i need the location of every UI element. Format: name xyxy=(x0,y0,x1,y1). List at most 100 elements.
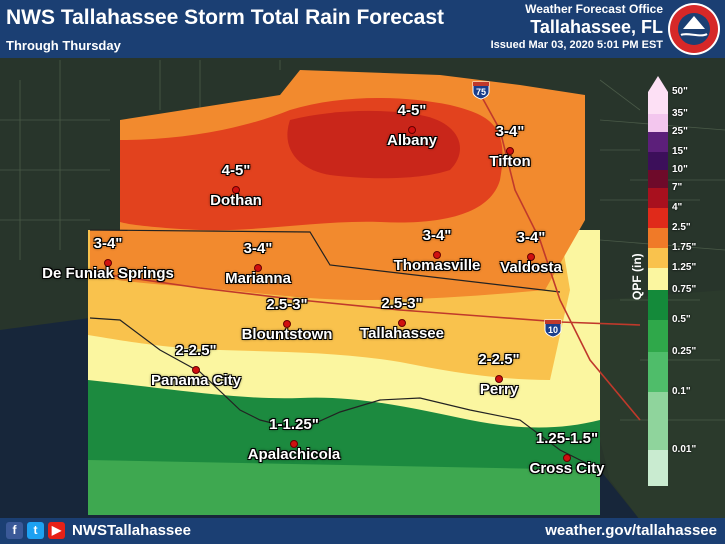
legend-level-label: 7" xyxy=(672,182,683,193)
qpf-bands xyxy=(88,70,600,515)
legend-swatch xyxy=(648,228,668,248)
facebook-icon[interactable]: f xyxy=(6,522,23,539)
band-green-light xyxy=(88,460,600,515)
city-name-label: Thomasville xyxy=(393,257,481,274)
social-handle[interactable]: NWSTallahassee xyxy=(72,522,191,539)
legend-swatch xyxy=(648,290,668,320)
city-marker xyxy=(563,454,571,462)
rainfall-amount-label: 2.5-3" xyxy=(381,295,423,312)
city-name-label: Apalachicola xyxy=(247,446,341,463)
city-name-label: Blountstown xyxy=(241,326,333,343)
legend-swatch xyxy=(648,132,668,152)
legend-level-label: 1.75" xyxy=(672,242,697,253)
page-title: NWS Tallahassee Storm Total Rain Forecas… xyxy=(6,6,445,29)
website-link[interactable]: weather.gov/tallahassee xyxy=(545,522,717,539)
legend-swatch xyxy=(648,188,668,208)
city-name-label: De Funiak Springs xyxy=(42,265,174,282)
rainfall-amount-label: 2-2.5" xyxy=(478,351,520,368)
rainfall-amount-label: 1-1.25" xyxy=(269,416,319,433)
city-marker xyxy=(506,147,514,155)
city-name-label: Panama City xyxy=(150,372,242,389)
state-line xyxy=(89,229,561,293)
city-marker xyxy=(495,375,503,383)
rainfall-amount-label: 3-4" xyxy=(495,123,525,140)
city-name-label: Albany xyxy=(386,132,438,149)
legend-swatch xyxy=(648,320,668,352)
city-name-label: Tifton xyxy=(489,153,531,170)
interstate-75-number: 75 xyxy=(475,87,486,97)
city-marker xyxy=(527,253,535,261)
city-marker xyxy=(408,126,416,134)
youtube-icon[interactable]: ▶ xyxy=(48,522,65,539)
interstate-10-shield: 10 xyxy=(543,318,563,338)
city-marker xyxy=(104,259,112,267)
legend-colorbar xyxy=(648,76,668,510)
legend-swatch xyxy=(648,352,668,392)
rainfall-amount-label: 3-4" xyxy=(93,235,123,252)
city-marker xyxy=(290,440,298,448)
legend-level-label: 35" xyxy=(672,108,688,119)
legend-level-label: 2.5" xyxy=(672,222,691,233)
interstate-75-shield: 75 xyxy=(471,80,491,100)
rainfall-amount-label: 2.5-3" xyxy=(266,296,308,313)
rainfall-amount-label: 4-5" xyxy=(397,102,427,119)
legend-level-label: 15" xyxy=(672,146,688,157)
rainfall-amount-label: 3-4" xyxy=(516,229,546,246)
county-lines xyxy=(0,60,725,421)
issued-time: Issued Mar 03, 2020 5:01 PM EST xyxy=(490,39,663,51)
legend-level-label: 1.25" xyxy=(672,262,697,273)
legend-title: QPF (in) xyxy=(630,253,644,300)
header-bar: NWS Tallahassee Storm Total Rain Forecas… xyxy=(0,0,725,58)
social-icons: f t ▶ xyxy=(6,522,65,539)
city-marker xyxy=(398,319,406,327)
rainfall-amount-label: 3-4" xyxy=(422,227,452,244)
legend-level-label: 25" xyxy=(672,126,688,137)
city-marker xyxy=(254,264,262,272)
legend-top-arrow xyxy=(648,76,668,92)
legend-level-label: 0.75" xyxy=(672,284,697,295)
legend-swatch xyxy=(648,248,668,268)
qpf-legend: 50" 35" 25" 15" 10" 7" 4" 2.5" 1.75" 1.25" 0.75" 0.… xyxy=(646,76,720,510)
legend-level-label: 50" xyxy=(672,86,688,97)
legend-level-label: 0.25" xyxy=(672,346,697,357)
legend-swatch xyxy=(648,450,668,510)
interstate-75-route xyxy=(477,89,641,421)
city-marker xyxy=(232,186,240,194)
coastline xyxy=(89,317,601,471)
city-marker xyxy=(192,366,200,374)
legend-swatch xyxy=(648,152,668,170)
legend-level-label: 4" xyxy=(672,202,683,213)
page-subtitle: Through Thursday xyxy=(6,38,121,53)
city-name-label: Marianna xyxy=(225,270,291,287)
legend-swatch xyxy=(648,392,668,450)
rainfall-amount-label: 2-2.5" xyxy=(175,342,217,359)
legend-swatch xyxy=(648,208,668,228)
legend-swatch xyxy=(648,268,668,290)
footer-bar: f t ▶ NWSTallahassee weather.gov/tallaha… xyxy=(0,518,725,544)
city-name-label: Tallahassee xyxy=(360,325,444,342)
legend-swatch xyxy=(648,114,668,132)
city-name-label: Valdosta xyxy=(500,259,562,276)
band-7-10 xyxy=(287,110,460,179)
twitter-icon[interactable]: t xyxy=(27,522,44,539)
legend-swatch xyxy=(648,92,668,114)
rainfall-amount-label: 4-5" xyxy=(221,162,251,179)
office-name: Weather Forecast Office xyxy=(525,2,663,16)
city-marker xyxy=(283,320,291,328)
office-location: Tallahassee, FL xyxy=(530,17,663,37)
legend-swatch xyxy=(648,170,668,188)
nws-logo-icon xyxy=(668,3,720,55)
legend-level-label: 0.01" xyxy=(672,444,697,455)
city-name-label: Dothan xyxy=(210,192,262,209)
legend-level-label: 0.1" xyxy=(672,386,691,397)
rainfall-amount-label: 1.25-1.5" xyxy=(535,430,599,447)
city-marker xyxy=(433,251,441,259)
city-name-label: Perry xyxy=(479,381,519,398)
rainfall-amount-label: 3-4" xyxy=(243,240,273,257)
legend-level-label: 10" xyxy=(672,164,688,175)
legend-level-label: 0.5" xyxy=(672,314,691,325)
city-name-label: Cross City xyxy=(529,460,605,477)
interstate-10-number: 10 xyxy=(547,325,558,335)
